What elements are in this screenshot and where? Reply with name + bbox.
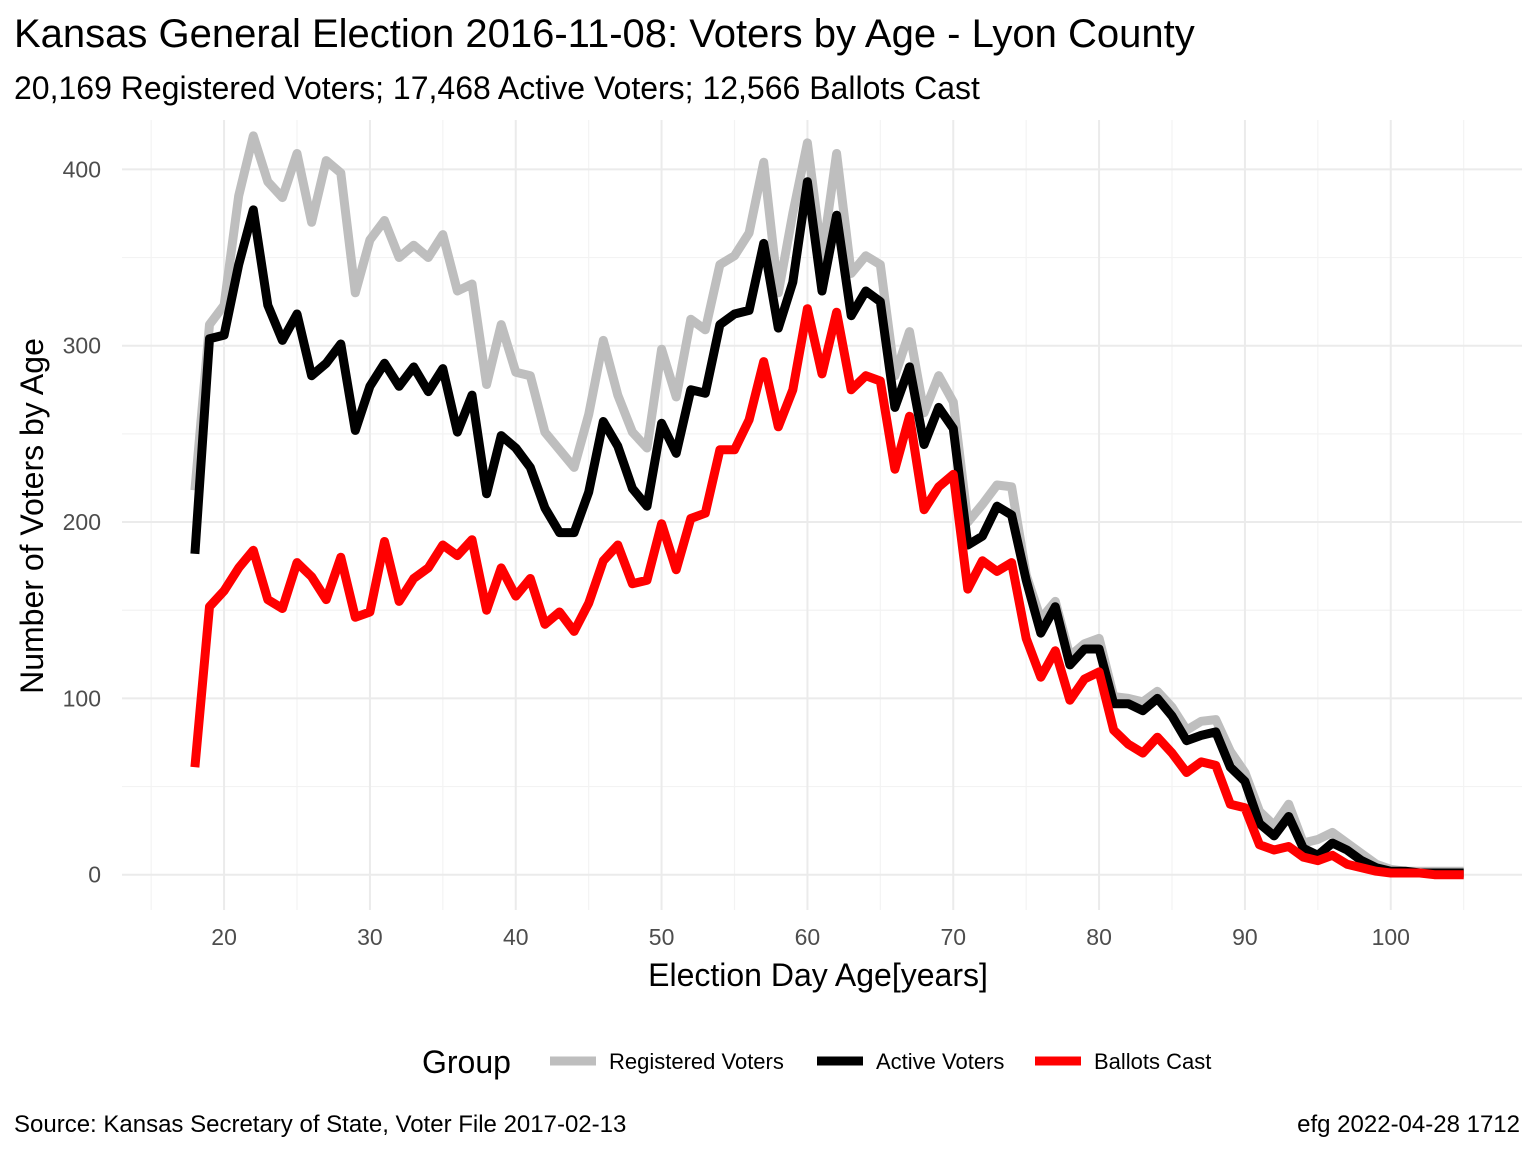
y-tick-label: 300 bbox=[63, 333, 101, 359]
x-axis-title: Election Day Age[years] bbox=[648, 957, 988, 993]
legend-label-ballots: Ballots Cast bbox=[1094, 1049, 1211, 1074]
legend-title: Group bbox=[422, 1044, 511, 1080]
series-line-active bbox=[190, 177, 1464, 878]
credit-caption: efg 2022-04-28 1712 bbox=[1297, 1111, 1520, 1138]
legend-label-registered: Registered Voters bbox=[609, 1049, 784, 1074]
y-tick-label: 400 bbox=[63, 156, 101, 182]
x-tick-label: 30 bbox=[357, 924, 383, 950]
y-tick-label: 200 bbox=[63, 509, 101, 535]
legend-label-active: Active Voters bbox=[876, 1049, 1004, 1074]
y-tick-label: 0 bbox=[88, 862, 101, 888]
y-axis-title: Number of Voters by Age bbox=[14, 338, 50, 694]
chart-subtitle: 20,169 Registered Voters; 17,468 Active … bbox=[14, 70, 980, 106]
x-tick-label: 20 bbox=[211, 924, 237, 950]
x-tick-label: 70 bbox=[940, 924, 966, 950]
y-tick-label: 100 bbox=[63, 685, 101, 711]
x-tick-label: 100 bbox=[1372, 924, 1410, 950]
x-tick-label: 40 bbox=[503, 924, 529, 950]
y-axis-ticks: 0 100 200 300 400 bbox=[63, 156, 101, 887]
x-tick-label: 60 bbox=[795, 924, 821, 950]
x-axis-ticks: 20 30 40 50 60 70 80 90 100 bbox=[211, 924, 1410, 950]
series-lines bbox=[190, 131, 1464, 880]
x-tick-label: 80 bbox=[1086, 924, 1112, 950]
source-caption: Source: Kansas Secretary of State, Voter… bbox=[14, 1111, 626, 1138]
chart-title: Kansas General Election 2016-11-08: Vote… bbox=[14, 12, 1195, 56]
x-tick-label: 90 bbox=[1232, 924, 1258, 950]
x-tick-label: 50 bbox=[649, 924, 675, 950]
series-line-ballots bbox=[190, 304, 1464, 880]
legend: Group Registered Voters Active Voters Ball… bbox=[422, 1044, 1211, 1080]
